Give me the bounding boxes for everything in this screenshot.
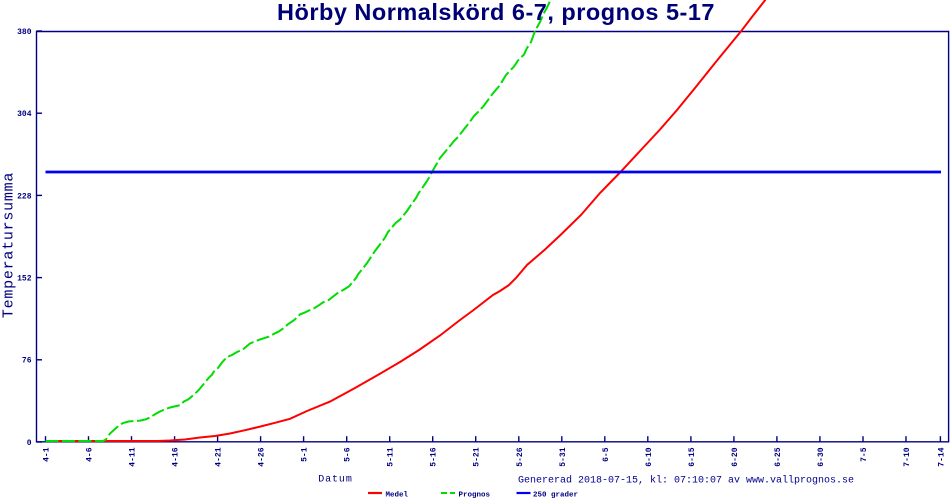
svg-text:5-1: 5-1 bbox=[301, 447, 310, 462]
svg-text:5-26: 5-26 bbox=[516, 447, 525, 466]
svg-text:Temperatursumma: Temperatursumma bbox=[1, 172, 18, 318]
svg-text:5-6: 5-6 bbox=[344, 447, 353, 462]
svg-text:5-11: 5-11 bbox=[387, 447, 396, 466]
svg-text:Hörby Normalskörd 6-7, prognos: Hörby Normalskörd 6-7, prognos 5-17 bbox=[277, 0, 715, 25]
svg-text:6-10: 6-10 bbox=[645, 447, 654, 466]
svg-text:4-16: 4-16 bbox=[172, 447, 181, 466]
svg-text:Genererad 2018-07-15, kl: 07:1: Genererad 2018-07-15, kl: 07:10:07 av ww… bbox=[518, 474, 854, 486]
svg-text:76: 76 bbox=[22, 357, 32, 366]
svg-text:304: 304 bbox=[17, 110, 32, 119]
svg-text:6-20: 6-20 bbox=[731, 447, 740, 466]
svg-text:7-10: 7-10 bbox=[903, 447, 912, 466]
svg-text:0: 0 bbox=[27, 439, 32, 448]
svg-text:228: 228 bbox=[17, 192, 32, 201]
svg-text:152: 152 bbox=[17, 275, 32, 284]
svg-text:Medel: Medel bbox=[386, 491, 409, 499]
svg-text:380: 380 bbox=[17, 28, 32, 37]
svg-text:4-11: 4-11 bbox=[129, 447, 138, 466]
svg-text:4-6: 4-6 bbox=[86, 447, 95, 462]
svg-text:250 grader: 250 grader bbox=[533, 491, 578, 499]
svg-text:6-15: 6-15 bbox=[688, 447, 697, 466]
svg-text:7-14: 7-14 bbox=[937, 447, 946, 466]
svg-text:6-5: 6-5 bbox=[602, 447, 611, 462]
svg-text:4-21: 4-21 bbox=[215, 447, 224, 466]
svg-text:4-1: 4-1 bbox=[43, 447, 52, 462]
svg-text:5-31: 5-31 bbox=[559, 447, 568, 466]
svg-text:Prognos: Prognos bbox=[459, 491, 491, 499]
svg-text:5-16: 5-16 bbox=[430, 447, 439, 466]
svg-text:7-5: 7-5 bbox=[860, 447, 869, 462]
svg-text:6-30: 6-30 bbox=[817, 447, 826, 466]
svg-text:5-21: 5-21 bbox=[473, 447, 482, 466]
svg-text:4-26: 4-26 bbox=[258, 447, 267, 466]
svg-text:6-25: 6-25 bbox=[774, 447, 783, 466]
svg-text:Datum: Datum bbox=[318, 474, 353, 485]
